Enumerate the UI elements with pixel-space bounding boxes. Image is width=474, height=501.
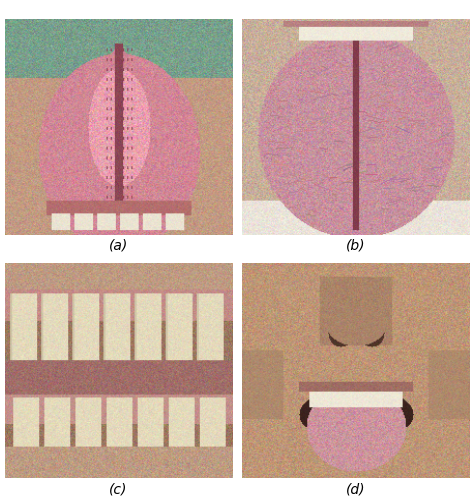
X-axis label: (c): (c) — [109, 481, 128, 495]
X-axis label: (a): (a) — [109, 238, 128, 252]
X-axis label: (b): (b) — [346, 238, 365, 252]
X-axis label: (d): (d) — [346, 481, 365, 495]
